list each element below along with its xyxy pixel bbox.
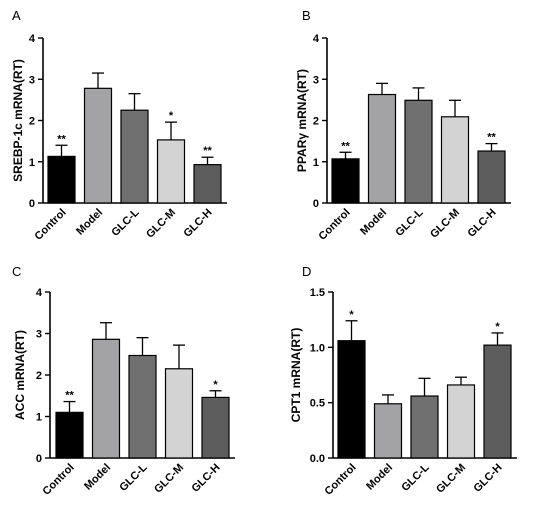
category-label: GLC-H [190, 462, 223, 495]
category-label: GLC-M [428, 207, 462, 241]
y-tick-label: 1.0 [310, 342, 325, 354]
y-tick-label: 1 [29, 157, 35, 169]
bar-model [373, 403, 403, 459]
significance-label: ** [65, 390, 74, 402]
bar-control [331, 158, 360, 204]
category-label: GLC-L [399, 461, 431, 493]
y-tick-label: 2 [29, 116, 35, 128]
significance-label: ** [341, 140, 350, 152]
category-label: Model [74, 207, 105, 238]
panel-label: B [302, 8, 311, 23]
y-tick-label: 0 [36, 453, 42, 465]
y-tick-label: 2 [36, 370, 42, 382]
category-label: GLC-M [152, 462, 186, 496]
y-tick-label: 3 [29, 74, 35, 86]
category-label: GLC-L [109, 206, 141, 238]
y-tick-label: 0 [313, 198, 319, 210]
y-axis-title: SREBP-1c mRNA(RT) [11, 59, 25, 182]
y-tick-label: 0 [29, 198, 35, 210]
bar-control [337, 340, 366, 459]
category-label: GLC-L [117, 461, 149, 493]
y-tick-label: 4 [36, 287, 43, 299]
bar-glc-m [440, 116, 470, 204]
y-tick-label: 2 [313, 116, 319, 128]
category-label: Model [82, 462, 113, 493]
bar-glc-h [477, 150, 506, 204]
y-axis-title: CPT1 mRNA(RT) [289, 328, 303, 423]
y-axis-title: PPARγ mRNA(RT) [295, 69, 309, 172]
significance-label: * [495, 321, 500, 333]
y-tick-label: 4 [313, 33, 320, 45]
panel-label: C [12, 264, 21, 279]
y-axis-title: ACC mRNA(RT) [13, 330, 27, 420]
y-tick-label: 1.5 [310, 287, 325, 299]
category-label: GLC-L [393, 206, 425, 238]
bar-glc-m [164, 368, 194, 459]
y-tick-label: 0.5 [310, 398, 325, 410]
significance-label: * [169, 110, 174, 122]
bar-model [91, 338, 121, 459]
category-label: GLC-H [472, 462, 505, 495]
category-label: Control [32, 207, 68, 243]
bar-model [367, 93, 397, 204]
bar-glc-h [201, 396, 230, 459]
significance-label: ** [57, 133, 66, 145]
y-tick-label: 1 [36, 412, 42, 424]
category-label: Model [358, 207, 389, 238]
bar-glc-l [410, 395, 439, 459]
bar-glc-h [483, 344, 512, 459]
bar-control [47, 155, 76, 204]
bar-glc-l [404, 99, 433, 204]
bar-glc-h [193, 164, 222, 204]
category-label: GLC-M [144, 207, 178, 241]
y-tick-label: 1 [313, 157, 319, 169]
category-label: GLC-H [466, 207, 499, 240]
panel-label: D [302, 264, 311, 279]
category-label: Control [322, 462, 358, 498]
category-label: Model [364, 462, 395, 493]
category-label: GLC-H [182, 207, 215, 240]
significance-label: * [213, 379, 218, 391]
y-tick-label: 4 [29, 33, 36, 45]
bar-glc-l [120, 109, 149, 204]
significance-label: ** [487, 132, 496, 144]
category-label: Control [40, 462, 76, 498]
bar-glc-m [446, 384, 476, 459]
significance-label: ** [203, 145, 212, 157]
bar-glc-l [128, 354, 157, 459]
bar-control [55, 411, 84, 459]
y-tick-label: 3 [313, 74, 319, 86]
category-label: Control [316, 207, 352, 243]
category-label: GLC-M [434, 462, 468, 496]
y-tick-label: 3 [36, 329, 42, 341]
panel-label: A [12, 8, 21, 23]
bar-glc-m [156, 139, 186, 204]
y-tick-label: 0.0 [310, 453, 325, 465]
significance-label: * [349, 309, 354, 321]
bar-model [83, 87, 113, 204]
